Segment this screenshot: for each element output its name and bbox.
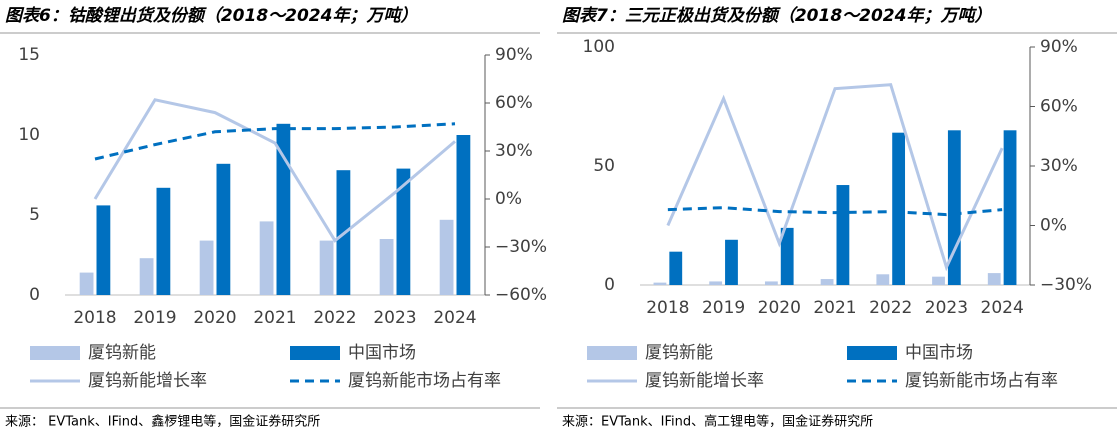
legend-label: 厦钨新能市场占有率 [348,371,501,391]
bar [669,251,683,285]
bar [439,219,454,295]
chart-title: 图表7：三元正极出货及份额（2018～2024年；万吨） [562,6,991,26]
bar [876,274,890,285]
source-note: 来源： EVTank、IFind、鑫椤锂电等，国金证券研究所 [5,414,320,430]
x-tick-label: 2019 [702,298,745,318]
bar [932,276,945,285]
bar [216,163,231,295]
x-tick-label: 2018 [73,308,116,328]
y2-tick-label: 0% [495,189,522,209]
x-tick-label: 2020 [758,298,801,318]
x-tick-label: 2021 [253,308,296,328]
bar [820,279,834,285]
x-tick-label: 2022 [869,298,912,318]
bar [456,135,471,295]
x-tick-label: 2019 [133,308,176,328]
y2-tick-label: −30% [495,237,547,257]
growth-line [93,98,456,243]
y2-tick-label: −30% [1040,275,1092,295]
legend-label: 厦钨新能增长率 [88,371,207,391]
bar [96,205,111,295]
chart-title: 图表6：钴酸锂出货及份额（2018～2024年；万吨） [5,6,417,26]
source-note: 来源：EVTank、IFind、高工锂电等，国金证券研究所 [562,414,873,430]
y-tick-label: 100 [583,37,615,57]
legend-label: 厦钨新能市场占有率 [905,371,1058,391]
bar [764,281,778,285]
bar [156,187,171,295]
x-tick-label: 2018 [646,298,689,318]
bar [379,239,394,295]
bar [199,240,214,295]
y-tick-label: 10 [18,125,40,145]
y-tick-label: 0 [604,275,615,295]
bar [987,273,1001,285]
bar [259,221,274,295]
legend-swatch [30,346,80,360]
growth-line [666,83,1004,272]
bar [653,282,667,285]
bar [780,227,794,285]
bar [79,272,94,295]
bar [725,239,738,285]
y2-tick-label: 0% [1040,216,1067,236]
legend-swatch [587,346,637,360]
bar [1003,130,1017,285]
y-tick-label: 5 [29,205,40,225]
x-tick-label: 2023 [373,308,416,328]
bar [319,240,334,295]
y2-tick-label: 30% [1040,156,1078,176]
share-line [94,122,456,161]
bar [276,123,291,295]
legend-label: 中国市场 [905,343,973,363]
y2-tick-label: 60% [495,93,533,113]
legend-swatch [847,346,897,360]
x-tick-label: 2021 [813,298,856,318]
share-line [667,206,1003,217]
bar [709,281,723,285]
x-tick-label: 2024 [981,298,1024,318]
y2-tick-label: 90% [495,45,533,65]
legend-label: 中国市场 [348,343,416,363]
bar [139,258,154,295]
y2-tick-label: 30% [495,141,533,161]
y2-tick-label: 60% [1040,97,1078,117]
y-tick-label: 0 [29,285,40,305]
bar [396,168,411,295]
y-tick-label: 15 [18,45,40,65]
y-tick-label: 50 [593,156,615,176]
bar [892,132,906,285]
x-tick-label: 2024 [433,308,476,328]
x-tick-label: 2023 [925,298,968,318]
x-tick-label: 2022 [313,308,356,328]
y2-tick-label: 90% [1040,37,1078,57]
legend-label: 厦钨新能增长率 [645,371,764,391]
x-tick-label: 2020 [193,308,236,328]
legend-label: 厦钨新能 [88,343,156,363]
y2-tick-label: −60% [495,285,547,305]
bar [836,185,850,285]
legend-label: 厦钨新能 [645,343,713,363]
legend-swatch [290,346,340,360]
